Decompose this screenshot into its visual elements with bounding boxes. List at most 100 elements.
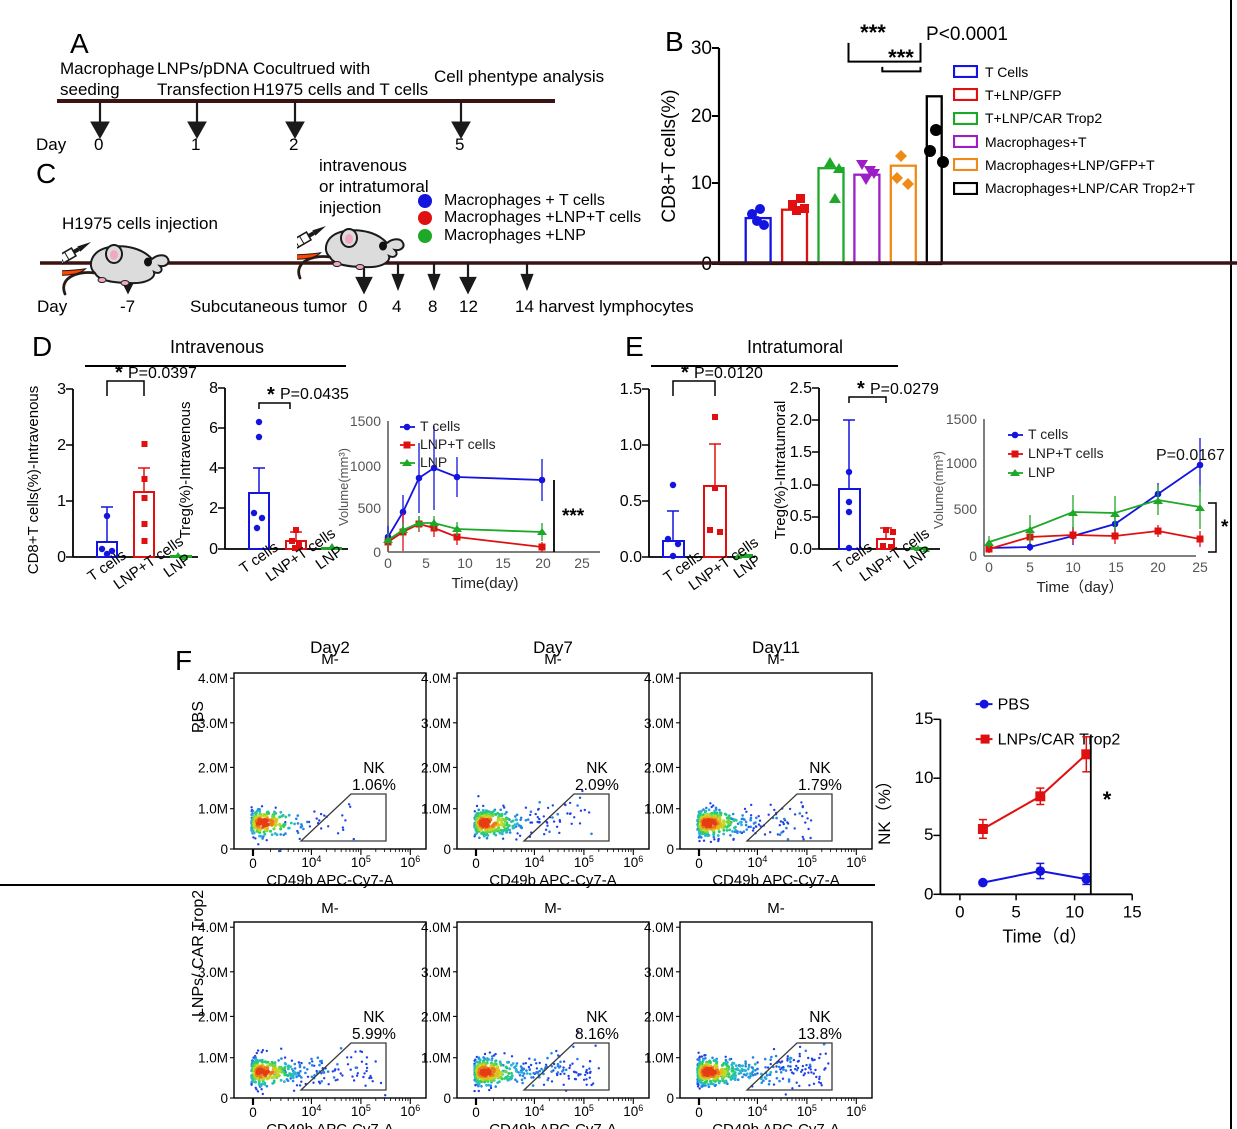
svg-text:Volume(mm³): Volume(mm³): [336, 448, 351, 526]
svg-text:3.0M: 3.0M: [644, 716, 674, 731]
svg-text:104: 104: [747, 1103, 767, 1119]
svg-text:P=0.0279: P=0.0279: [870, 381, 939, 398]
svg-text:1000: 1000: [350, 458, 381, 474]
svg-text:Treg(%)-Intratumoral: Treg(%)-Intratumoral: [772, 401, 789, 540]
svg-text:1.0M: 1.0M: [198, 1051, 228, 1066]
svg-text:105: 105: [351, 854, 371, 870]
svg-text:CD49b APC-Cy7-A: CD49b APC-Cy7-A: [712, 872, 840, 889]
svg-text:0: 0: [472, 856, 480, 871]
svg-text:LNP+T cells: LNP+T cells: [420, 436, 496, 452]
svg-text:0: 0: [209, 541, 218, 558]
svg-text:NK: NK: [809, 760, 831, 777]
svg-text:106: 106: [400, 854, 420, 870]
svg-text:5.99%: 5.99%: [352, 1026, 396, 1043]
svg-text:1.79%: 1.79%: [798, 777, 842, 794]
svg-text:NK: NK: [809, 1009, 831, 1026]
svg-text:1.0M: 1.0M: [421, 802, 451, 817]
svg-text:5: 5: [1011, 902, 1020, 921]
svg-text:LNP+T cells: LNP+T cells: [1028, 445, 1104, 461]
svg-text:2.0M: 2.0M: [198, 760, 228, 775]
svg-text:20: 20: [1150, 559, 1166, 575]
svg-text:Treg(%)-Intravenous: Treg(%)-Intravenous: [177, 402, 194, 539]
svg-text:NK: NK: [363, 760, 385, 777]
svg-text:2.5: 2.5: [790, 380, 812, 397]
svg-text:1.0M: 1.0M: [421, 1051, 451, 1066]
svg-text:0: 0: [969, 548, 977, 564]
svg-text:PBS: PBS: [998, 697, 1030, 714]
svg-text:CD49b APC-Cy7-A: CD49b APC-Cy7-A: [489, 1121, 617, 1129]
svg-text:106: 106: [846, 854, 866, 870]
svg-text:105: 105: [797, 1103, 817, 1119]
svg-text:1.5: 1.5: [790, 444, 812, 461]
svg-text:8.16%: 8.16%: [575, 1026, 619, 1043]
svg-text:104: 104: [524, 1103, 544, 1119]
svg-text:***: ***: [562, 506, 585, 527]
svg-text:3: 3: [57, 381, 66, 398]
svg-text:3.0M: 3.0M: [644, 965, 674, 980]
svg-text:0: 0: [695, 1105, 703, 1120]
svg-text:4.0M: 4.0M: [644, 920, 674, 935]
svg-text:5: 5: [422, 555, 430, 571]
svg-text:NK: NK: [586, 760, 608, 777]
svg-text:*: *: [681, 362, 689, 384]
svg-text:5: 5: [924, 825, 933, 844]
svg-text:25: 25: [574, 555, 590, 571]
svg-text:15: 15: [1123, 902, 1142, 921]
svg-text:15: 15: [1108, 559, 1124, 575]
svg-text:2.0M: 2.0M: [644, 1009, 674, 1024]
svg-text:2: 2: [209, 500, 218, 517]
svg-text:10: 10: [914, 768, 933, 787]
svg-text:1: 1: [57, 493, 66, 510]
svg-text:20: 20: [535, 555, 551, 571]
svg-text:3.0M: 3.0M: [421, 716, 451, 731]
svg-text:1500: 1500: [946, 411, 977, 427]
svg-text:Time（d）: Time（d）: [1002, 926, 1087, 946]
svg-text:P=0.0397: P=0.0397: [128, 365, 197, 382]
svg-text:0: 0: [443, 1091, 451, 1106]
svg-text:104: 104: [524, 854, 544, 870]
svg-text:106: 106: [623, 854, 643, 870]
svg-text:LNP: LNP: [1028, 464, 1055, 480]
svg-text:P=0.0167: P=0.0167: [1156, 447, 1225, 464]
svg-text:0: 0: [985, 559, 993, 575]
svg-text:4.0M: 4.0M: [421, 671, 451, 686]
svg-text:1000: 1000: [946, 455, 977, 471]
svg-text:2.0M: 2.0M: [644, 760, 674, 775]
svg-text:104: 104: [747, 854, 767, 870]
svg-text:*: *: [1221, 517, 1229, 538]
svg-text:104: 104: [301, 1103, 321, 1119]
svg-text:500: 500: [954, 501, 978, 517]
svg-text:10: 10: [1065, 902, 1084, 921]
svg-text:Time（day）: Time（day）: [1037, 579, 1124, 596]
svg-text:500: 500: [358, 500, 382, 516]
svg-text:*: *: [115, 362, 123, 384]
svg-text:NK: NK: [586, 1009, 608, 1026]
svg-text:2.0M: 2.0M: [421, 1009, 451, 1024]
svg-text:4.0M: 4.0M: [421, 920, 451, 935]
svg-text:*: *: [857, 378, 865, 400]
svg-text:0: 0: [924, 884, 933, 903]
svg-text:LNP: LNP: [420, 454, 447, 470]
svg-text:0: 0: [472, 1105, 480, 1120]
svg-text:106: 106: [400, 1103, 420, 1119]
svg-text:3.0M: 3.0M: [421, 965, 451, 980]
svg-text:NK: NK: [363, 1009, 385, 1026]
svg-text:106: 106: [846, 1103, 866, 1119]
svg-text:1500: 1500: [350, 413, 381, 429]
svg-text:105: 105: [351, 1103, 371, 1119]
svg-text:0: 0: [249, 1105, 257, 1120]
svg-text:LNPs/CAR Trop2: LNPs/CAR Trop2: [998, 732, 1121, 749]
svg-text:8: 8: [209, 380, 218, 397]
svg-text:105: 105: [574, 1103, 594, 1119]
svg-text:NK（%）: NK（%）: [875, 772, 894, 845]
svg-text:CD49b APC-Cy7-A: CD49b APC-Cy7-A: [712, 1121, 840, 1129]
svg-text:CD49b APC-Cy7-A: CD49b APC-Cy7-A: [489, 872, 617, 889]
svg-text:*: *: [1103, 787, 1112, 812]
svg-text:15: 15: [914, 709, 933, 728]
svg-text:10: 10: [1065, 559, 1081, 575]
svg-text:2.09%: 2.09%: [575, 777, 619, 794]
svg-text:P=0.0120: P=0.0120: [694, 365, 763, 382]
svg-text:1.0: 1.0: [620, 437, 642, 454]
svg-text:1.0: 1.0: [790, 476, 812, 493]
svg-text:2.0M: 2.0M: [421, 760, 451, 775]
